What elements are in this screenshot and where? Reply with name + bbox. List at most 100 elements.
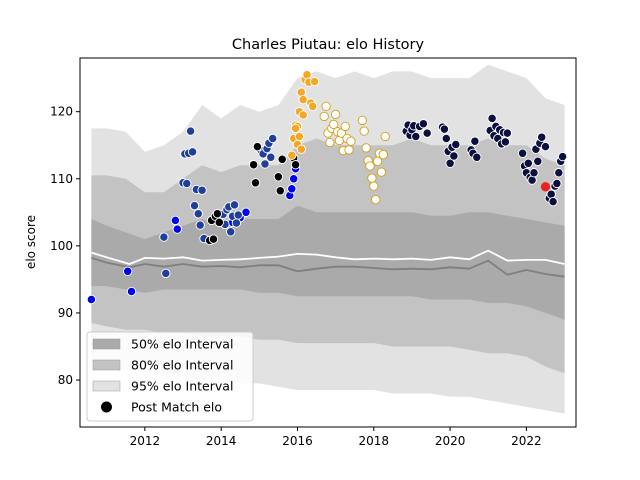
data-point — [208, 234, 219, 244]
data-point — [290, 123, 301, 134]
data-point — [193, 209, 203, 219]
legend-label: Post Match elo — [131, 400, 222, 415]
data-point — [529, 168, 539, 178]
data-point — [378, 149, 388, 160]
data-point — [330, 109, 341, 120]
legend: 50% elo Interval 80% elo Interval 95% elo … — [86, 331, 254, 422]
data-point — [277, 154, 287, 164]
data-point — [371, 194, 381, 205]
data-point — [214, 217, 224, 228]
data-point — [86, 294, 97, 305]
data-point — [195, 220, 205, 230]
data-point — [308, 101, 318, 111]
data-point — [231, 218, 242, 228]
y-axis-label: elo score — [24, 215, 38, 269]
data-point — [329, 119, 339, 130]
data-point — [185, 126, 196, 136]
data-point — [470, 136, 480, 146]
data-point — [182, 178, 192, 189]
data-point — [376, 167, 387, 177]
data-point — [197, 185, 207, 195]
data-point — [472, 152, 482, 162]
data-point — [159, 232, 169, 242]
data-point — [380, 131, 390, 142]
data-point — [449, 151, 459, 161]
data-point — [187, 147, 198, 157]
data-point — [260, 159, 270, 169]
data-point — [357, 115, 367, 126]
data-point — [268, 133, 278, 144]
legend-swatch — [92, 380, 121, 392]
plot-area — [86, 64, 568, 414]
data-point — [346, 136, 356, 146]
data-point — [540, 141, 551, 152]
legend-label: 50% elo Interval — [131, 337, 233, 352]
chart-title: Charles Piutau: elo History — [232, 37, 425, 53]
legend-label: 95% elo Interval — [131, 379, 233, 394]
data-point — [123, 266, 133, 276]
band-50 — [91, 205, 565, 320]
data-point — [296, 144, 306, 154]
legend-swatch — [92, 359, 121, 371]
data-point — [212, 209, 223, 219]
legend-label: 80% elo Interval — [131, 358, 233, 373]
data-point — [126, 286, 137, 297]
data-point — [445, 158, 455, 168]
legend-marker — [101, 401, 112, 413]
y-tick-label: 110 — [50, 172, 73, 186]
data-point — [309, 76, 320, 87]
legend-box — [86, 331, 254, 422]
data-point — [418, 119, 429, 129]
x-tick-label: 2014 — [206, 434, 237, 448]
median-lines — [91, 249, 565, 278]
y-tick-label: 120 — [50, 105, 73, 119]
data-point — [233, 210, 243, 220]
data-point — [287, 184, 297, 194]
x-axis: 2012 2014 2016 2018 2020 2022 — [130, 427, 542, 448]
data-point — [298, 94, 308, 105]
data-point — [365, 161, 375, 171]
axes-frame — [79, 57, 577, 428]
data-point — [500, 137, 511, 147]
data-point — [290, 160, 301, 170]
data-point — [361, 143, 371, 153]
data-point — [359, 126, 369, 136]
data-point — [170, 215, 181, 226]
data-point — [517, 148, 528, 158]
data-point — [548, 196, 558, 207]
x-tick-label: 2022 — [511, 434, 542, 448]
y-axis: 80 90 100 110 120 — [50, 105, 80, 387]
data-point — [451, 139, 461, 150]
data-point — [325, 137, 335, 148]
data-point — [275, 186, 285, 196]
data-point — [298, 110, 308, 120]
y-tick-label: 90 — [58, 306, 73, 320]
data-point — [487, 113, 497, 124]
data-point — [340, 121, 350, 132]
data-point — [540, 182, 551, 192]
post-match-points — [86, 70, 568, 305]
x-tick-label: 2012 — [130, 434, 161, 448]
data-point — [273, 172, 284, 182]
data-point — [537, 132, 547, 142]
data-point — [172, 224, 182, 234]
data-point — [248, 160, 259, 170]
data-point — [439, 124, 450, 134]
data-point — [266, 152, 276, 162]
y-tick-label: 80 — [58, 373, 73, 387]
data-point — [554, 168, 564, 178]
data-point — [189, 200, 200, 211]
data-point — [321, 101, 331, 111]
median-line-2 — [91, 257, 565, 278]
data-point — [552, 178, 562, 189]
data-point — [533, 156, 543, 166]
x-tick-label: 2018 — [359, 434, 390, 448]
data-point — [287, 150, 297, 160]
data-point — [250, 178, 261, 188]
data-point — [241, 207, 251, 217]
data-point — [372, 156, 383, 166]
data-point — [161, 268, 171, 279]
x-tick-label: 2020 — [435, 434, 466, 448]
x-tick-label: 2016 — [282, 434, 313, 448]
